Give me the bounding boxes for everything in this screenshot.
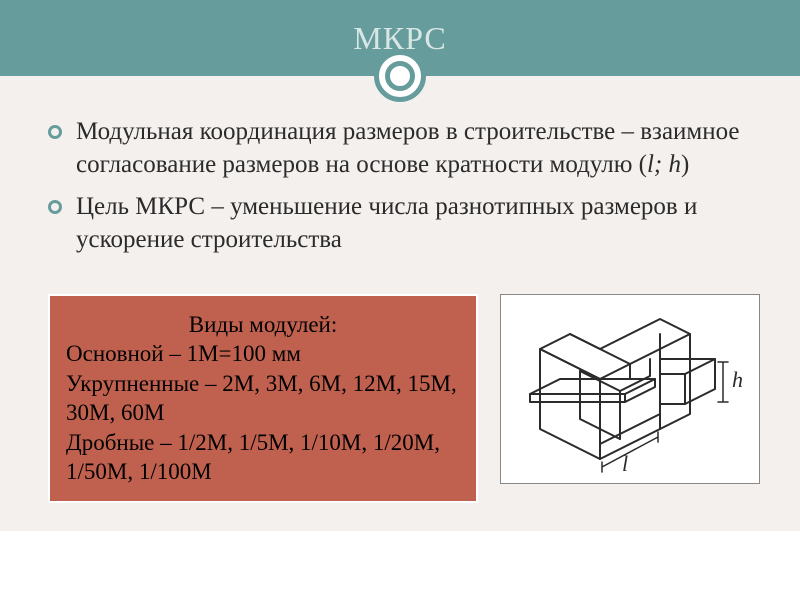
bullet-text: Цель МКРС – уменьшение числа разнотипных… [76, 191, 764, 256]
bullet-text: Модульная координация размеров в строите… [76, 116, 764, 181]
bullet-text-pre: Цель МКРС – уменьшение числа разнотипных… [76, 193, 697, 253]
bullet-text-post: ) [681, 151, 689, 178]
modules-line: Основной – 1М=100 мм [66, 339, 460, 368]
bullet-item: Цель МКРС – уменьшение числа разнотипных… [48, 191, 764, 256]
modules-box-title: Виды модулей: [66, 310, 460, 339]
diagram-label-l: l [622, 451, 628, 476]
header-bar: МКРС [0, 0, 800, 76]
lower-row: Виды модулей: Основной – 1М=100 мм Укруп… [0, 286, 800, 531]
modules-box: Виды модулей: Основной – 1М=100 мм Укруп… [48, 294, 478, 503]
diagram-label-h: h [732, 367, 743, 392]
modules-line: Дробные – 1/2М, 1/5М, 1/10М, 1/20М, 1/50… [66, 428, 460, 487]
bullet-text-italic: l; h [647, 151, 681, 178]
module-diagram: h l [500, 294, 760, 484]
modules-line: Укрупненные – 2М, 3М, 6М, 12М, 15М, 30М,… [66, 369, 460, 428]
content-area: Модульная координация размеров в строите… [0, 76, 800, 286]
bullet-text-pre: Модульная координация размеров в строите… [76, 118, 740, 178]
bullet-item: Модульная координация размеров в строите… [48, 116, 764, 181]
bullet-dot-icon [48, 200, 62, 214]
ring-decoration-icon [374, 50, 426, 102]
bullet-dot-icon [48, 125, 62, 139]
module-diagram-svg: h l [510, 299, 750, 479]
